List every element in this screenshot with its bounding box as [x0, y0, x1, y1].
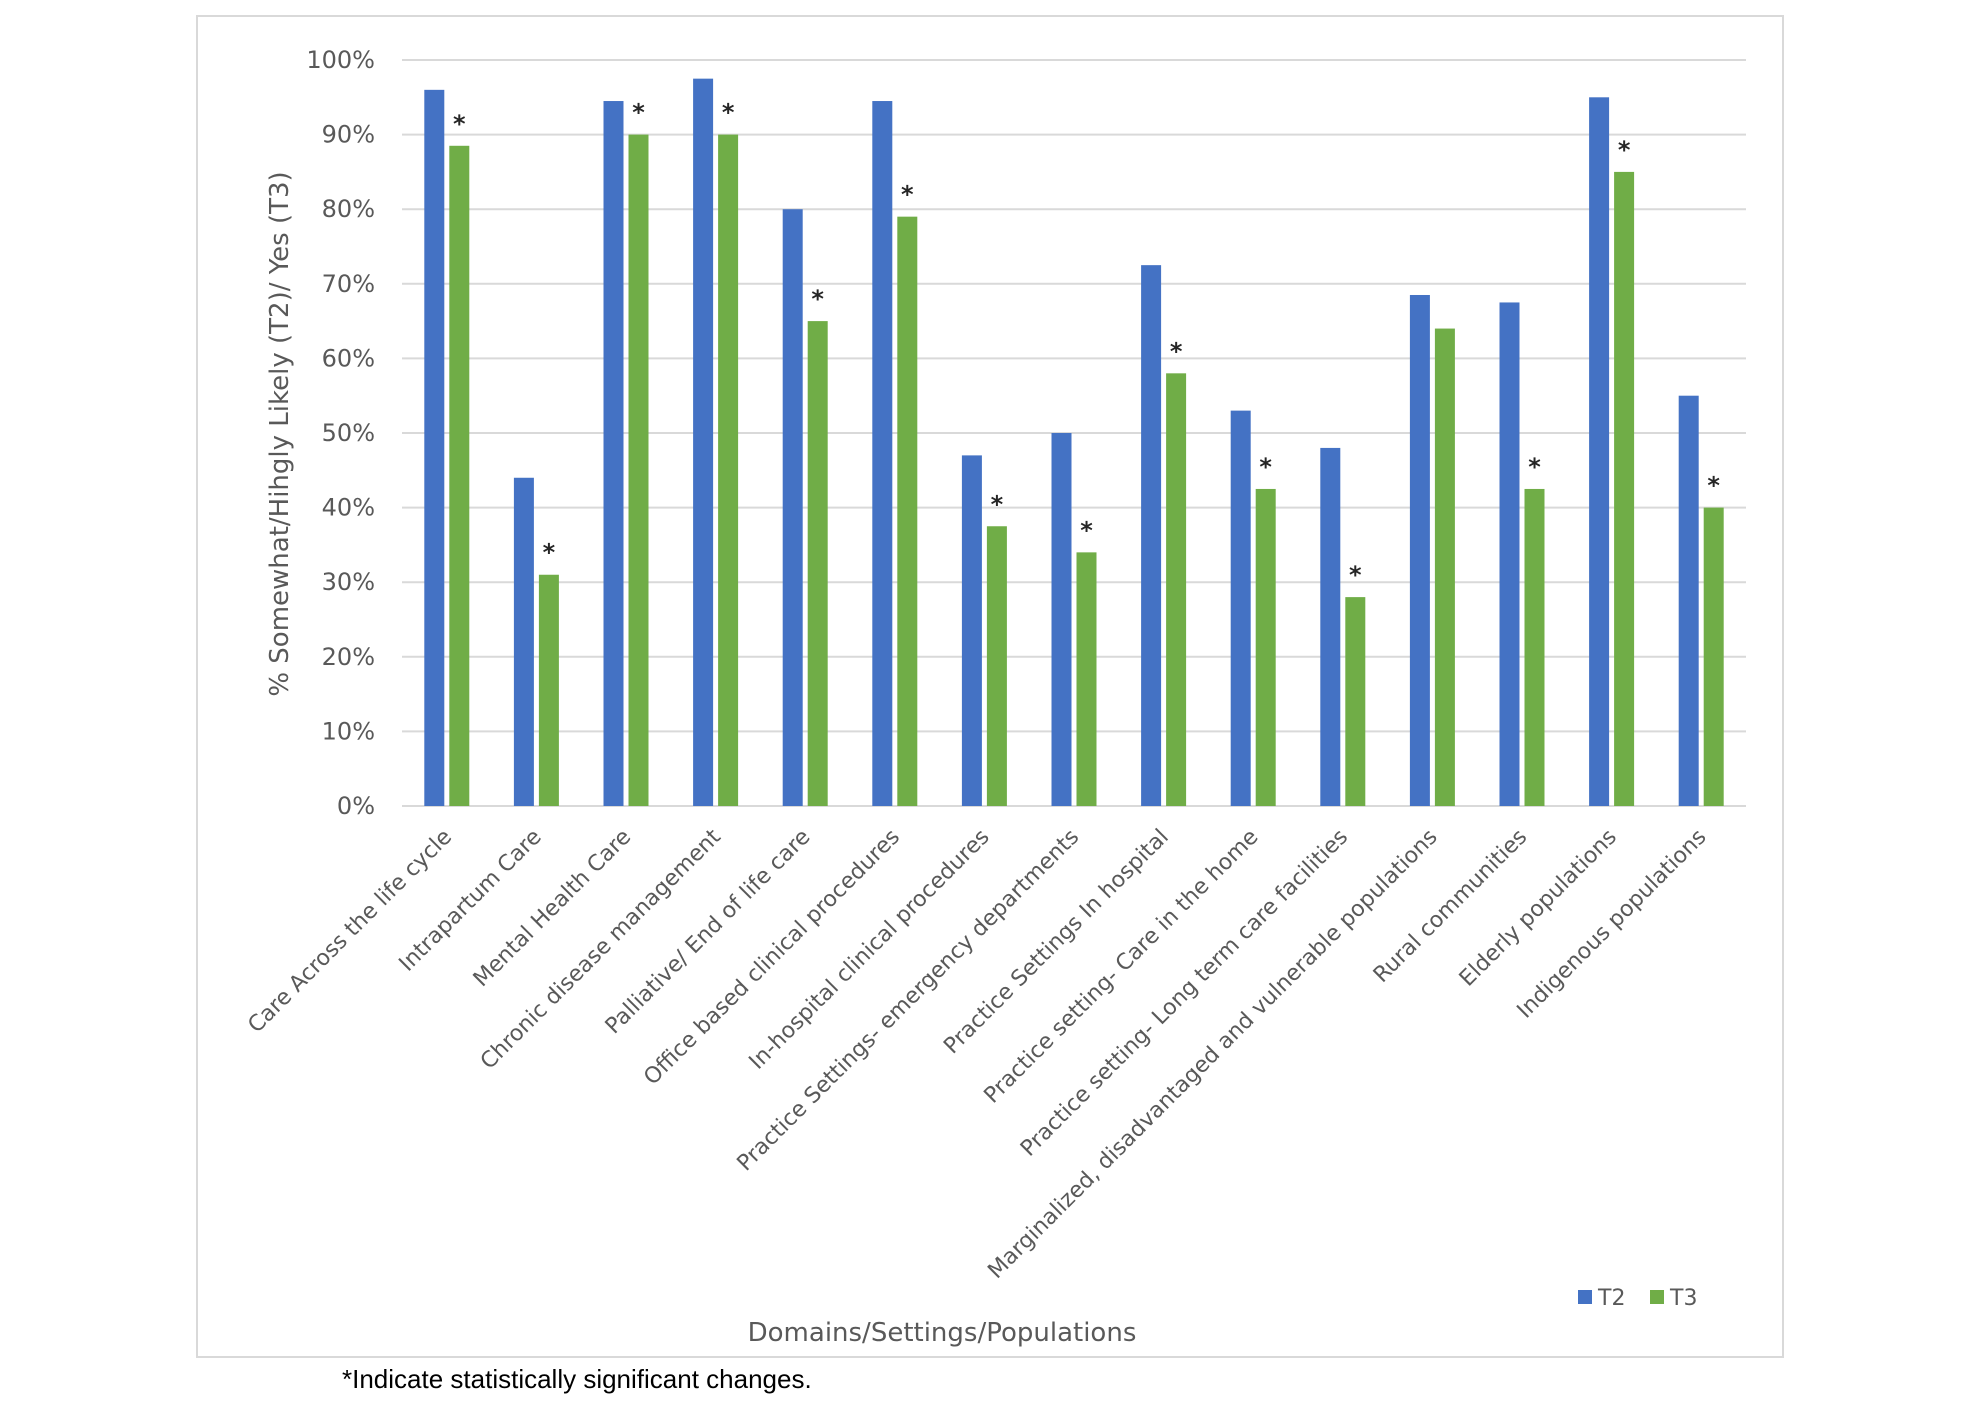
bar-t2: [513, 477, 534, 806]
bar-t2: [872, 101, 893, 806]
legend-label-t2: T2: [1597, 1286, 1625, 1311]
significance-marker: *: [1528, 453, 1541, 481]
significance-marker: *: [1707, 472, 1720, 500]
x-tick-label: Marginalized, disadvantaged and vulnerab…: [983, 825, 1442, 1284]
significance-marker: *: [1349, 561, 1362, 589]
significance-marker: *: [811, 285, 824, 313]
y-tick-label: 60%: [322, 344, 375, 372]
x-axis-title: Domains/Settings/Populations: [748, 1318, 1137, 1348]
bar-t3: [718, 134, 739, 807]
x-tick-label: Mental Health Care: [469, 825, 636, 992]
x-tick-label: Elderly populations: [1455, 825, 1622, 992]
significance-marker: *: [1080, 516, 1093, 544]
bar-t2: [1589, 97, 1610, 807]
bar-t2: [782, 209, 803, 806]
bar-t2: [1320, 447, 1341, 806]
x-tick-label: Rural communities: [1369, 825, 1532, 988]
chart-frame: [196, 15, 1784, 1358]
legend-swatch-t3: [1650, 1290, 1664, 1304]
y-tick-label: 20%: [322, 643, 375, 671]
bar-t2: [1230, 410, 1251, 806]
significance-marker: *: [1259, 453, 1272, 481]
x-tick-label: Practice Settings- emergency departments: [733, 825, 1085, 1177]
bar-t3: [1166, 373, 1187, 806]
significance-marker: *: [722, 99, 735, 127]
y-tick-label: 30%: [322, 568, 375, 596]
x-tick-label: Practice setting- Long term care facilit…: [1016, 825, 1353, 1162]
y-tick-label: 70%: [322, 270, 375, 298]
bar-t2: [1141, 265, 1162, 806]
significance-marker: *: [1618, 136, 1631, 164]
legend-label-t3: T3: [1669, 1286, 1697, 1311]
significance-marker: *: [543, 539, 556, 567]
bar-t3: [1614, 171, 1635, 806]
bar-t2: [1409, 294, 1430, 806]
bar-t3: [807, 321, 828, 806]
y-tick-label: 100%: [306, 46, 375, 74]
bar-t3: [538, 574, 559, 806]
x-tick-label: Indigenous populations: [1513, 825, 1712, 1024]
bar-t3: [449, 145, 470, 807]
y-tick-label: 50%: [322, 419, 375, 447]
bar-t3: [1434, 328, 1455, 806]
significance-marker: *: [632, 99, 645, 127]
bar-t3: [1703, 507, 1724, 806]
footnote: *Indicate statistically significant chan…: [342, 1364, 812, 1394]
significance-marker: *: [991, 490, 1004, 518]
bar-t2: [424, 89, 445, 807]
significance-marker: *: [1170, 337, 1183, 365]
legend-swatch-t2: [1578, 1290, 1592, 1304]
bar-t3: [1524, 488, 1545, 806]
y-axis-title: % Somewhat/Hihgly Likely (T2)/ Yes (T3): [265, 171, 295, 696]
significance-marker: *: [901, 181, 914, 209]
bar-t2: [1051, 433, 1072, 806]
bar-t3: [1345, 597, 1366, 806]
bar-t3: [1255, 488, 1276, 806]
bar-t2: [603, 101, 624, 806]
significance-marker: *: [453, 110, 466, 138]
bar-t2: [693, 78, 714, 806]
y-tick-label: 40%: [322, 494, 375, 522]
y-tick-label: 10%: [322, 717, 375, 745]
bar-t2: [1499, 302, 1520, 806]
y-tick-label: 80%: [322, 195, 375, 223]
bar-t3: [897, 216, 918, 806]
bar-t3: [986, 526, 1007, 806]
bar-t2: [1678, 395, 1699, 806]
y-tick-label: 90%: [322, 121, 375, 149]
bar-t3: [1076, 552, 1097, 806]
bar-t2: [961, 455, 982, 806]
y-tick-label: 0%: [337, 792, 375, 820]
legend: T2 T3: [1578, 1286, 1697, 1311]
bar-t3: [628, 134, 649, 807]
